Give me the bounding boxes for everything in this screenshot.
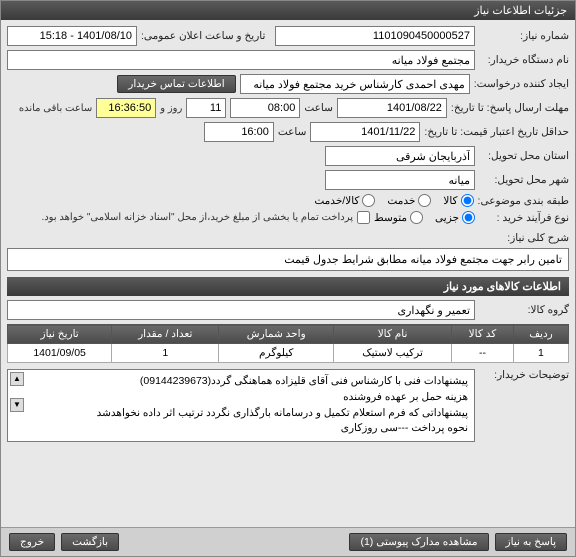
radio-goods-label: کالا — [443, 195, 457, 207]
attachments-button[interactable]: مشاهده مدارک پیوستی (1) — [349, 533, 488, 551]
row-buyer-notes: توضیحات خریدار: ▲ ▼ پیشنهادات فنی با کار… — [7, 369, 569, 442]
requester-input[interactable] — [240, 74, 470, 94]
buyer-notes-box: ▲ ▼ پیشنهادات فنی با کارشناس فنی آقای قل… — [7, 369, 475, 442]
scroll-buttons: ▲ ▼ — [10, 372, 24, 412]
th-unit[interactable]: واحد شمارش — [219, 325, 334, 344]
reply-button[interactable]: پاسخ به نیاز — [495, 533, 567, 551]
need-no-input[interactable] — [275, 26, 475, 46]
back-button[interactable]: بازگشت — [61, 533, 119, 551]
desc-box: تامین رابر جهت مجتمع فولاد میانه مطابق ش… — [7, 248, 569, 271]
cell-unit: کیلوگرم — [219, 344, 334, 363]
goods-section-header: اطلاعات کالاهای مورد نیاز — [7, 277, 569, 296]
scroll-down-icon[interactable]: ▼ — [10, 398, 24, 412]
province-input[interactable] — [325, 146, 475, 166]
radio-service[interactable]: خدمت — [387, 194, 431, 207]
goods-table: ردیف کد کالا نام کالا واحد شمارش تعداد /… — [7, 324, 569, 363]
details-window: جزئیات اطلاعات نیاز شماره نیاز: تاریخ و … — [0, 0, 576, 557]
cell-code: -- — [451, 344, 513, 363]
note-line-3: نحوه پرداخت ---سی روزکاری — [14, 421, 468, 437]
validity-label: حداقل تاریخ اعتبار قیمت: تا تاریخ: — [424, 126, 569, 138]
note-line-1: هزینه حمل بر عهده فروشنده — [14, 390, 468, 406]
time-label-1: ساعت — [304, 102, 333, 114]
need-no-label: شماره نیاز: — [479, 30, 569, 42]
goods-group-label: گروه کالا: — [479, 304, 569, 316]
requester-label: ایجاد کننده درخواست: — [474, 78, 569, 90]
announce-label: تاریخ و ساعت اعلان عمومی: — [141, 30, 265, 42]
announce-input[interactable] — [7, 26, 137, 46]
radio-medium-input[interactable] — [410, 211, 423, 224]
table-header-row: ردیف کد کالا نام کالا واحد شمارش تعداد /… — [8, 325, 569, 344]
row-category: طبقه بندی موضوعی: کالا خدمت کالا/خدمت — [7, 194, 569, 207]
table-row[interactable]: 1 -- ترکیب لاستیک کیلوگرم 1 1401/09/05 — [8, 344, 569, 363]
buyer-org-label: نام دستگاه خریدار: — [479, 54, 569, 66]
row-city: شهر محل تحویل: — [7, 170, 569, 190]
row-need-no: شماره نیاز: تاریخ و ساعت اعلان عمومی: — [7, 26, 569, 46]
th-name[interactable]: نام کالا — [334, 325, 452, 344]
row-deadline: مهلت ارسال پاسخ: تا تاریخ: ساعت روز و سا… — [7, 98, 569, 118]
desc-label: شرح کلی نیاز: — [479, 232, 569, 244]
radio-partial-label: جزیی — [435, 212, 459, 224]
row-goods-group: گروه کالا: — [7, 300, 569, 320]
cell-qty: 1 — [112, 344, 219, 363]
th-code[interactable]: کد کالا — [451, 325, 513, 344]
validity-hour-input[interactable] — [204, 122, 274, 142]
radio-service-input[interactable] — [418, 194, 431, 207]
process-radios: جزیی متوسط — [374, 211, 475, 224]
duration-label: روز و — [160, 103, 182, 114]
time-label-2: ساعت — [278, 126, 307, 138]
radio-partial-input[interactable] — [462, 211, 475, 224]
radio-goods[interactable]: کالا — [443, 194, 473, 207]
buyer-org-input[interactable] — [7, 50, 475, 70]
th-qty[interactable]: تعداد / مقدار — [112, 325, 219, 344]
th-idx[interactable]: ردیف — [513, 325, 568, 344]
process-label: نوع فرآیند خرید : — [479, 212, 569, 224]
remaining-time-input[interactable] — [96, 98, 156, 118]
note-line-0: پیشنهادات فنی با کارشناس فنی آقای قلیزاد… — [14, 374, 468, 390]
row-buyer-org: نام دستگاه خریدار: — [7, 50, 569, 70]
cell-name: ترکیب لاستیک — [334, 344, 452, 363]
cell-idx: 1 — [513, 344, 568, 363]
treasury-checkbox[interactable] — [357, 211, 370, 224]
window-title: جزئیات اطلاعات نیاز — [1, 1, 575, 20]
radio-medium[interactable]: متوسط — [374, 211, 423, 224]
process-note: پرداخت تمام یا بخشی از مبلغ خرید،از محل … — [41, 212, 353, 223]
city-label: شهر محل تحویل: — [479, 174, 569, 186]
radio-service-label: خدمت — [387, 195, 415, 207]
contact-button[interactable]: اطلاعات تماس خریدار — [117, 75, 235, 93]
goods-group-input[interactable] — [7, 300, 475, 320]
cell-date: 1401/09/05 — [8, 344, 112, 363]
category-radios: کالا خدمت کالا/خدمت — [314, 194, 473, 207]
row-requester: ایجاد کننده درخواست: اطلاعات تماس خریدار — [7, 74, 569, 94]
radio-medium-label: متوسط — [374, 212, 407, 224]
exit-button[interactable]: خروج — [9, 533, 55, 551]
remaining-label: ساعت باقی مانده — [19, 103, 92, 114]
radio-goods-input[interactable] — [461, 194, 474, 207]
duration-days-input[interactable] — [186, 98, 226, 118]
note-line-2: پیشنهاداتی که فرم استعلام تکمیل و درساما… — [14, 406, 468, 422]
deadline-label: مهلت ارسال پاسخ: تا تاریخ: — [451, 102, 569, 114]
row-process: نوع فرآیند خرید : جزیی متوسط پرداخت تمام… — [7, 211, 569, 224]
validity-date-input[interactable] — [310, 122, 420, 142]
category-label: طبقه بندی موضوعی: — [478, 195, 569, 207]
row-desc: شرح کلی نیاز: تامین رابر جهت مجتمع فولاد… — [7, 232, 569, 271]
buyer-notes-label: توضیحات خریدار: — [479, 369, 569, 381]
footer-spacer — [125, 533, 343, 551]
radio-gs-label: کالا/خدمت — [314, 195, 359, 207]
radio-gs-input[interactable] — [362, 194, 375, 207]
th-date[interactable]: تاریخ نیاز — [8, 325, 112, 344]
row-province: استان محل تحویل: — [7, 146, 569, 166]
scroll-up-icon[interactable]: ▲ — [10, 372, 24, 386]
deadline-hour-input[interactable] — [230, 98, 300, 118]
province-label: استان محل تحویل: — [479, 150, 569, 162]
deadline-date-input[interactable] — [337, 98, 447, 118]
radio-partial[interactable]: جزیی — [435, 211, 475, 224]
city-input[interactable] — [325, 170, 475, 190]
content-area: شماره نیاز: تاریخ و ساعت اعلان عمومی: نا… — [1, 20, 575, 527]
radio-goods-service[interactable]: کالا/خدمت — [314, 194, 375, 207]
footer-bar: پاسخ به نیاز مشاهده مدارک پیوستی (1) باز… — [1, 527, 575, 556]
row-validity: حداقل تاریخ اعتبار قیمت: تا تاریخ: ساعت — [7, 122, 569, 142]
